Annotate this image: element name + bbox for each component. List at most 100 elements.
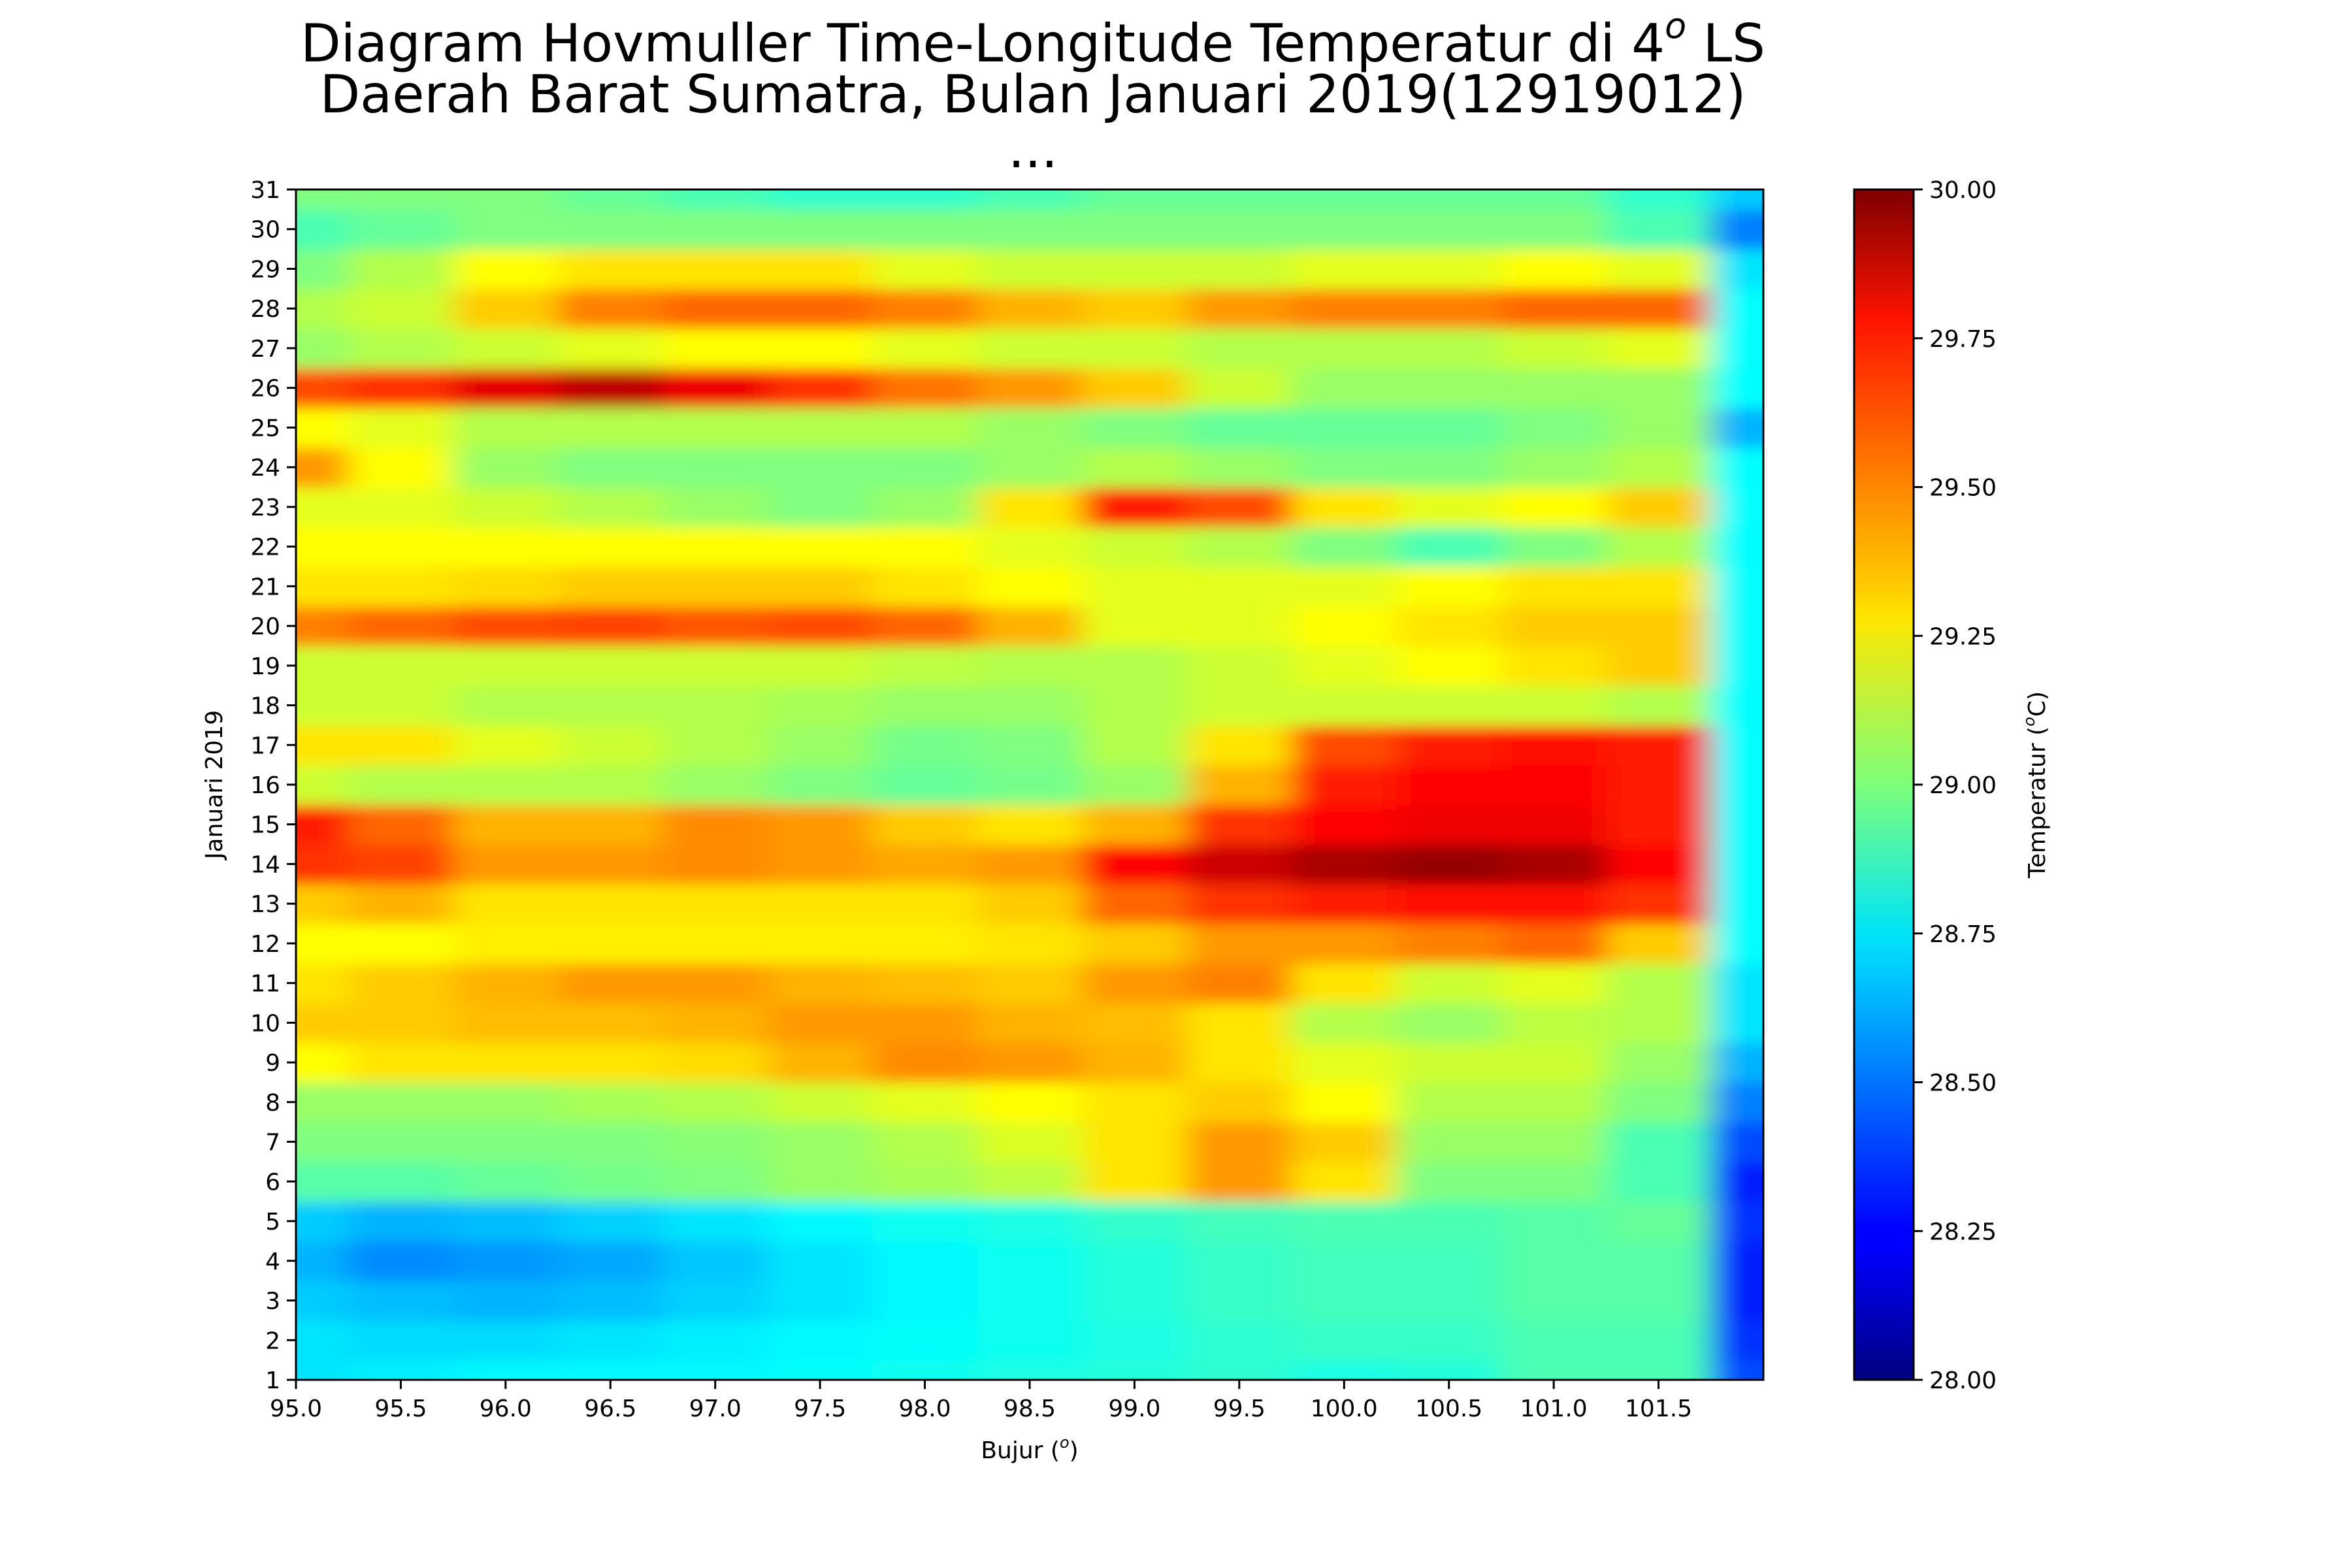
y-tick-label: 12 — [250, 931, 280, 958]
heatmap-cell — [558, 883, 664, 924]
heatmap-cell — [453, 1162, 559, 1202]
heatmap-cell — [348, 328, 454, 369]
heatmap-cell — [1292, 1320, 1397, 1361]
heatmap-cell — [662, 923, 768, 964]
heatmap-cell — [1606, 963, 1712, 1004]
y-tick-label: 24 — [250, 455, 280, 482]
heatmap-cell — [1710, 606, 1763, 647]
heatmap-cell — [1292, 1003, 1397, 1043]
heatmap-cell — [1501, 685, 1607, 726]
heatmap-cell — [296, 1201, 350, 1242]
heatmap-cell — [1606, 249, 1712, 289]
heatmap-cell — [872, 963, 978, 1004]
heatmap-cell — [1082, 249, 1188, 289]
heatmap-cell — [348, 1360, 454, 1380]
heatmap-cell — [1606, 1003, 1712, 1043]
heatmap-cell — [1396, 1082, 1502, 1123]
heatmap-cell — [296, 1122, 350, 1162]
heatmap-cell — [1082, 764, 1188, 806]
x-tick-label: 101.5 — [1625, 1396, 1692, 1422]
heatmap-cell — [558, 725, 664, 766]
heatmap-cell — [1710, 1122, 1763, 1162]
heatmap-cell — [1292, 368, 1397, 408]
heatmap-cell — [977, 249, 1083, 289]
heatmap-cell — [1082, 1042, 1188, 1083]
heatmap-cell — [977, 1162, 1083, 1202]
heatmap-cell — [1186, 1082, 1292, 1123]
heatmap-cell — [1501, 1003, 1607, 1043]
colorbar-tick-label: 29.25 — [1929, 623, 1997, 650]
chart-title-line-3: ... — [1007, 119, 1058, 180]
heatmap-cell — [1396, 1162, 1502, 1202]
heatmap-cell — [1501, 209, 1607, 250]
heatmap-cell — [1501, 408, 1607, 448]
heatmap-cell — [1292, 1281, 1397, 1321]
heatmap-cell — [348, 249, 454, 289]
heatmap-cell — [767, 1201, 874, 1242]
heatmap-cell — [1710, 408, 1763, 448]
heatmap-cell — [1710, 1281, 1763, 1321]
heatmap-cell — [977, 645, 1083, 687]
heatmap-cell — [348, 923, 454, 964]
heatmap-cell — [1292, 1201, 1397, 1242]
heatmap-cell — [1710, 685, 1763, 726]
heatmap-cell — [1082, 566, 1188, 607]
heatmap-cell — [1396, 447, 1502, 488]
heatmap-cell — [558, 1241, 664, 1282]
y-axis-label: Januari 2019 — [201, 710, 228, 860]
heatmap-cell — [558, 566, 664, 607]
y-tick-label: 8 — [265, 1090, 280, 1117]
heatmap-cell — [558, 189, 664, 210]
heatmap-cell — [1082, 1360, 1188, 1380]
heatmap-cell — [558, 1003, 664, 1043]
heatmap-cell — [767, 487, 874, 528]
x-axis-ticks: 95.0 95.5 96.0 96.5 97.0 97.5 98.0 98.5 99.0 99.5… — [270, 1380, 1692, 1422]
chart-title-line-1: Diagram Hovmuller Time-Longitude Tempera… — [0, 5, 2066, 74]
heatmap-cell — [558, 1360, 664, 1380]
heatmap-cell — [872, 249, 978, 289]
heatmap-cell — [1186, 447, 1292, 488]
heatmap-cell — [1082, 1003, 1188, 1043]
heatmap-cell — [977, 963, 1083, 1004]
heatmap-cell — [1710, 883, 1763, 924]
colorbar-degree-superscript: o — [2020, 717, 2038, 727]
heatmap-cell — [1292, 408, 1397, 448]
heatmap-cell — [1292, 527, 1397, 567]
heatmap-cell — [977, 209, 1083, 250]
heatmap-cell — [1606, 328, 1712, 369]
heatmap-cell — [453, 685, 559, 726]
heatmap-cell — [1710, 249, 1763, 289]
x-tick-label: 97.5 — [794, 1396, 846, 1422]
heatmap-cell — [1501, 883, 1607, 924]
heatmap-cell — [1710, 1162, 1763, 1202]
y-tick-label: 9 — [265, 1050, 280, 1077]
heatmap-cell — [767, 328, 874, 369]
heatmap-cell — [1710, 764, 1763, 806]
title-line-1-text: Diagram Hovmuller Time-Longitude Tempera… — [301, 13, 1665, 74]
heatmap-cell — [977, 1082, 1083, 1123]
heatmap-cell — [296, 487, 350, 528]
heatmap-cell — [296, 447, 350, 488]
heatmap-cell — [1186, 1201, 1292, 1242]
heatmap-cell — [1710, 725, 1763, 766]
heatmap-cell — [662, 368, 768, 408]
heatmap-cell — [662, 1082, 768, 1123]
heatmap-cell — [348, 1003, 454, 1043]
heatmap-cell — [662, 328, 768, 369]
heatmap-cell — [662, 249, 768, 289]
heatmap-cell — [1186, 764, 1292, 806]
heatmap-cell — [767, 1162, 874, 1202]
heatmap-cell — [977, 1320, 1083, 1361]
heatmap-cell — [1186, 288, 1292, 329]
heatmap-cell — [348, 1201, 454, 1242]
heatmap-cell — [348, 1082, 454, 1123]
heatmap-cell — [1606, 1320, 1712, 1361]
heatmap-cell — [296, 1042, 350, 1083]
heatmap-cell — [1501, 1360, 1607, 1380]
heatmap-cell — [872, 209, 978, 250]
heatmap-cell — [767, 883, 874, 924]
heatmap-cell — [662, 527, 768, 567]
heatmap-cell — [1082, 408, 1188, 448]
heatmap-cell — [558, 764, 664, 806]
